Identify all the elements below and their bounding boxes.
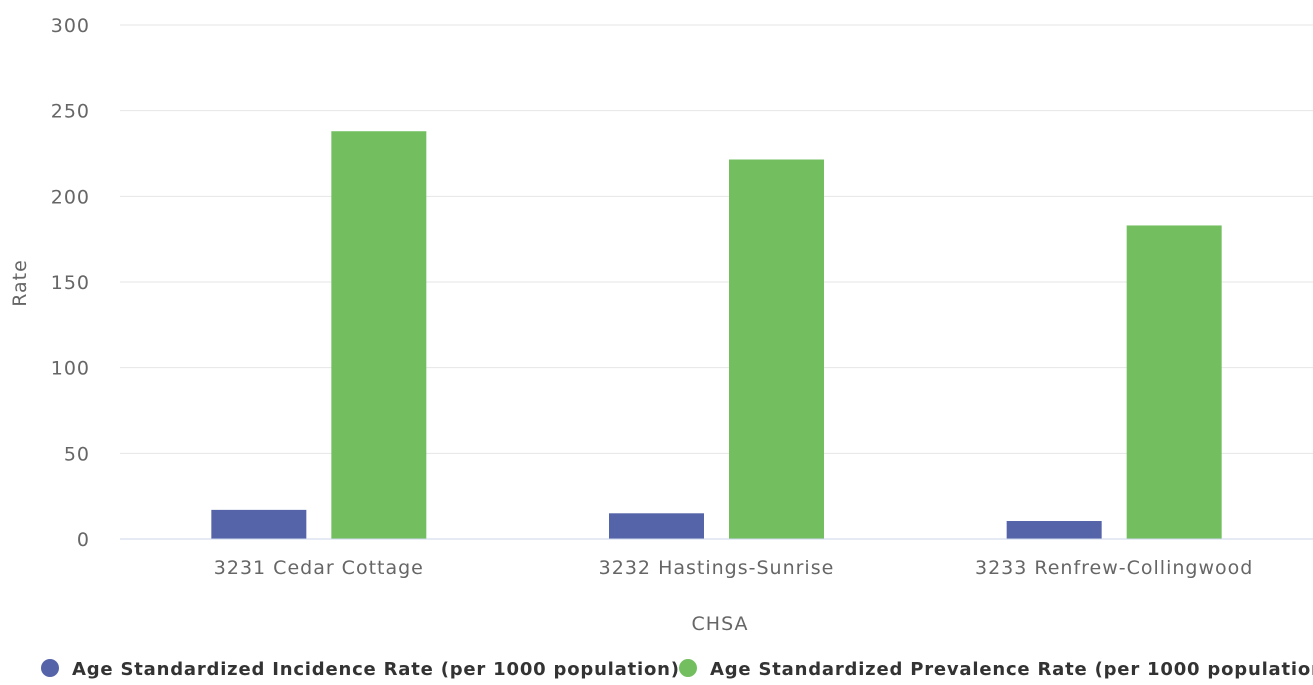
legend-item[interactable]: Age Standardized Prevalence Rate (per 10… [679,659,1313,680]
bar-incidence[interactable] [609,513,704,539]
legend-marker-icon [679,659,697,677]
bar-prevalence[interactable] [1126,225,1222,539]
bar-prevalence[interactable] [331,131,427,539]
legend: Age Standardized Incidence Rate (per 100… [41,659,1313,680]
y-tick-label: 150 [51,272,90,294]
x-axis-title: CHSA [692,613,749,635]
x-tick-label: 3233 Renfrew-Collingwood [975,557,1253,579]
bar-incidence[interactable] [211,509,307,539]
legend-label: Age Standardized Incidence Rate (per 100… [72,659,680,680]
gridlines [120,24,1313,454]
y-tick-label: 50 [64,443,90,465]
legend-marker-icon [41,659,59,677]
y-axis-title: Rate [9,259,31,307]
x-tick-label: 3232 Hastings-Sunrise [599,557,835,579]
y-tick-label: 300 [51,15,90,37]
y-tick-label: 200 [51,186,90,208]
legend-item[interactable]: Age Standardized Incidence Rate (per 100… [41,659,680,680]
y-tick-labels: 0 50 100 150 200 250 300 [51,15,90,551]
y-tick-label: 0 [77,529,90,551]
x-tick-labels: 3231 Cedar Cottage 3232 Hastings-Sunrise 3… [214,557,1253,579]
bars [211,131,1222,539]
x-tick-label: 3231 Cedar Cottage [214,557,424,579]
legend-label: Age Standardized Prevalence Rate (per 10… [710,659,1313,680]
bar-prevalence[interactable] [729,159,824,539]
y-tick-label: 100 [51,358,90,380]
y-tick-label: 250 [51,101,90,123]
bar-incidence[interactable] [1006,521,1102,539]
